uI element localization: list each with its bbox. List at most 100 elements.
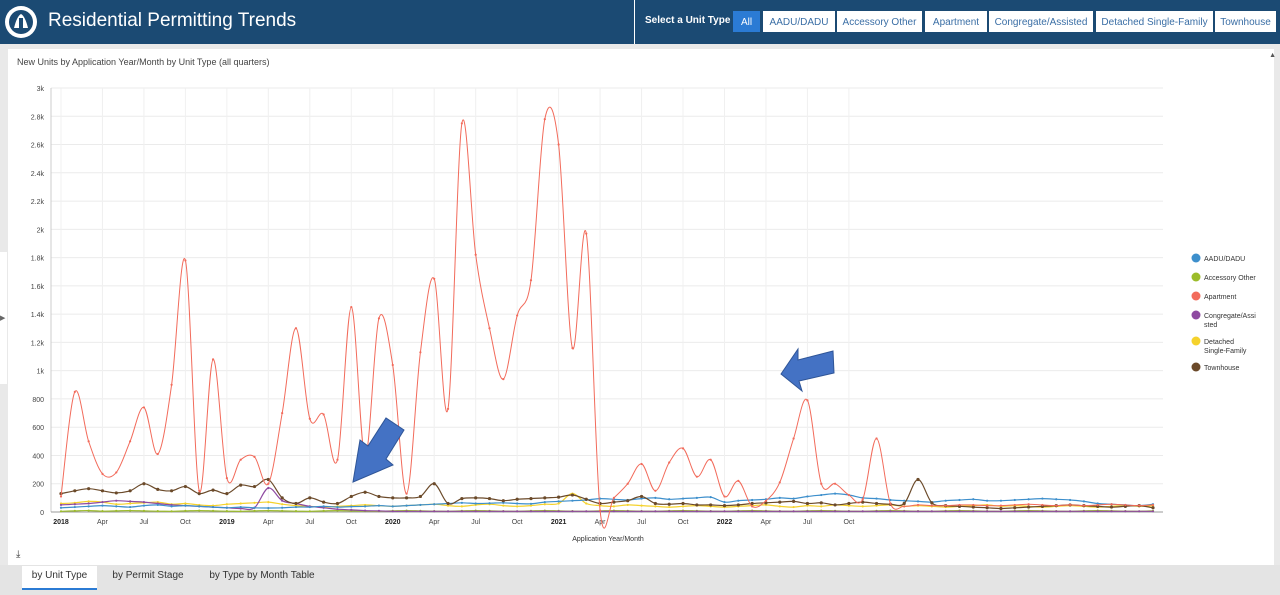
data-point-townhouse xyxy=(902,501,906,506)
legend-label-aadu-dadu[interactable]: AADU/DADU xyxy=(1204,256,1245,263)
data-point-aadu-dadu xyxy=(364,505,367,508)
tab-by-permit-stage[interactable]: by Permit Stage xyxy=(104,566,192,588)
y-tick-label: 800 xyxy=(32,397,44,404)
data-point-accessory-other xyxy=(225,510,228,513)
tab-by-unit-type[interactable]: by Unit Type xyxy=(22,566,97,590)
unit-type-congregate-assisted-button[interactable]: Congregate/Assisted xyxy=(989,11,1093,32)
data-point-townhouse xyxy=(985,506,989,510)
data-point-townhouse xyxy=(474,496,478,500)
chart-title: New Units by Application Year/Month by U… xyxy=(17,57,270,67)
data-point-aadu-dadu xyxy=(59,506,63,509)
data-point-congregate-assisted xyxy=(1151,510,1155,513)
data-point-aadu-dadu xyxy=(557,500,560,503)
data-point-congregate-assisted xyxy=(377,509,381,512)
x-tick-label: Jul xyxy=(139,519,148,526)
data-point-aadu-dadu xyxy=(502,501,505,504)
data-point-townhouse xyxy=(142,482,146,486)
legend-marker-aadu-dadu[interactable] xyxy=(1191,253,1201,263)
data-point-congregate-assisted xyxy=(529,510,533,513)
data-point-congregate-assisted xyxy=(681,510,685,513)
x-axis-title: Application Year/Month xyxy=(572,536,644,543)
x-tick-label: Jul xyxy=(803,519,812,526)
data-point-aadu-dadu xyxy=(916,500,920,503)
unit-type-accessory-other-button[interactable]: Accessory Other xyxy=(837,11,922,32)
data-point-aadu-dadu xyxy=(391,505,394,508)
data-point-townhouse xyxy=(460,496,464,501)
data-point-apartment xyxy=(184,259,187,262)
data-point-apartment xyxy=(87,440,90,443)
legend-marker-detached-single-family[interactable] xyxy=(1191,336,1201,346)
data-point-congregate-assisted xyxy=(391,510,394,513)
data-point-apartment xyxy=(1082,504,1085,507)
data-point-detached-single-family xyxy=(129,502,132,505)
data-point-apartment xyxy=(142,406,146,409)
data-point-aadu-dadu xyxy=(460,501,463,504)
data-point-congregate-assisted xyxy=(1110,510,1113,513)
data-point-aadu-dadu xyxy=(156,503,159,507)
x-tick-label: Apr xyxy=(761,519,773,526)
unit-type-townhouse-button[interactable]: Townhouse xyxy=(1215,11,1276,32)
data-point-apartment xyxy=(916,503,920,507)
data-point-apartment xyxy=(239,458,242,461)
chevron-right-icon[interactable]: ▶ xyxy=(0,315,6,322)
chevron-up-icon[interactable]: ▲ xyxy=(1269,52,1276,59)
unit-type-apartment-button[interactable]: Apartment xyxy=(925,11,987,32)
data-point-aadu-dadu xyxy=(405,504,408,507)
data-point-congregate-assisted xyxy=(115,499,118,502)
data-point-townhouse xyxy=(169,489,174,493)
data-point-aadu-dadu xyxy=(419,503,422,507)
tab-by-type-by-month-table[interactable]: by Type by Month Table xyxy=(199,566,325,588)
data-point-apartment xyxy=(833,482,837,485)
legend-marker-apartment[interactable] xyxy=(1191,291,1201,301)
data-point-accessory-other xyxy=(281,509,284,512)
data-point-aadu-dadu xyxy=(336,505,339,509)
legend-label-detached-single-family[interactable]: Detached Single-Family xyxy=(1204,339,1247,355)
data-point-aadu-dadu xyxy=(322,505,325,508)
grid-layer xyxy=(51,87,1163,513)
data-point-congregate-assisted xyxy=(640,510,643,513)
unit-type-detached-single-family-button[interactable]: Detached Single-Family xyxy=(1096,11,1213,32)
data-point-aadu-dadu xyxy=(944,499,947,502)
data-point-detached-single-family xyxy=(875,504,878,507)
data-point-apartment xyxy=(129,440,132,443)
legend-label-congregate-assisted[interactable]: Congregate/Assi sted xyxy=(1204,313,1256,329)
x-tick-label: Jul xyxy=(637,519,646,526)
data-point-detached-single-family xyxy=(654,505,657,508)
data-point-townhouse xyxy=(156,487,160,491)
data-point-detached-single-family xyxy=(668,505,671,509)
data-point-congregate-assisted xyxy=(543,510,546,513)
legend-marker-accessory-other[interactable] xyxy=(1191,272,1201,282)
data-point-aadu-dadu xyxy=(986,499,989,502)
x-tick-label: Oct xyxy=(346,519,357,526)
data-point-congregate-assisted xyxy=(958,510,961,513)
data-point-apartment xyxy=(502,378,505,381)
data-point-congregate-assisted xyxy=(654,510,657,513)
unit-type-all-button[interactable]: All xyxy=(733,11,760,32)
x-tick-label: Jul xyxy=(471,519,480,526)
legend-marker-congregate-assisted[interactable] xyxy=(1191,310,1201,320)
data-point-accessory-other xyxy=(267,509,270,512)
data-point-detached-single-family xyxy=(820,505,823,508)
legend-label-apartment[interactable]: Apartment xyxy=(1204,294,1236,301)
side-panel-handle[interactable] xyxy=(0,252,7,384)
data-point-congregate-assisted xyxy=(281,499,284,502)
data-point-aadu-dadu xyxy=(474,502,477,505)
data-point-townhouse xyxy=(709,503,713,507)
data-point-detached-single-family xyxy=(502,504,505,507)
data-point-townhouse xyxy=(197,492,201,496)
data-point-townhouse xyxy=(363,490,367,494)
data-point-apartment xyxy=(847,493,850,497)
data-point-congregate-assisted xyxy=(101,501,104,504)
data-point-apartment xyxy=(792,437,795,440)
data-point-apartment xyxy=(474,253,477,256)
data-point-aadu-dadu xyxy=(972,498,975,501)
legend-label-accessory-other[interactable]: Accessory Other xyxy=(1204,275,1256,282)
data-point-aadu-dadu xyxy=(350,505,353,508)
download-icon[interactable]: ⤓ xyxy=(16,549,21,560)
unit-type-aadu-dadu-button[interactable]: AADU/DADU xyxy=(763,11,835,32)
data-point-apartment xyxy=(986,504,989,507)
data-point-detached-single-family xyxy=(792,505,795,509)
legend-label-townhouse[interactable]: Townhouse xyxy=(1204,365,1240,372)
data-point-congregate-assisted xyxy=(1013,510,1016,513)
legend-marker-townhouse[interactable] xyxy=(1191,362,1201,372)
